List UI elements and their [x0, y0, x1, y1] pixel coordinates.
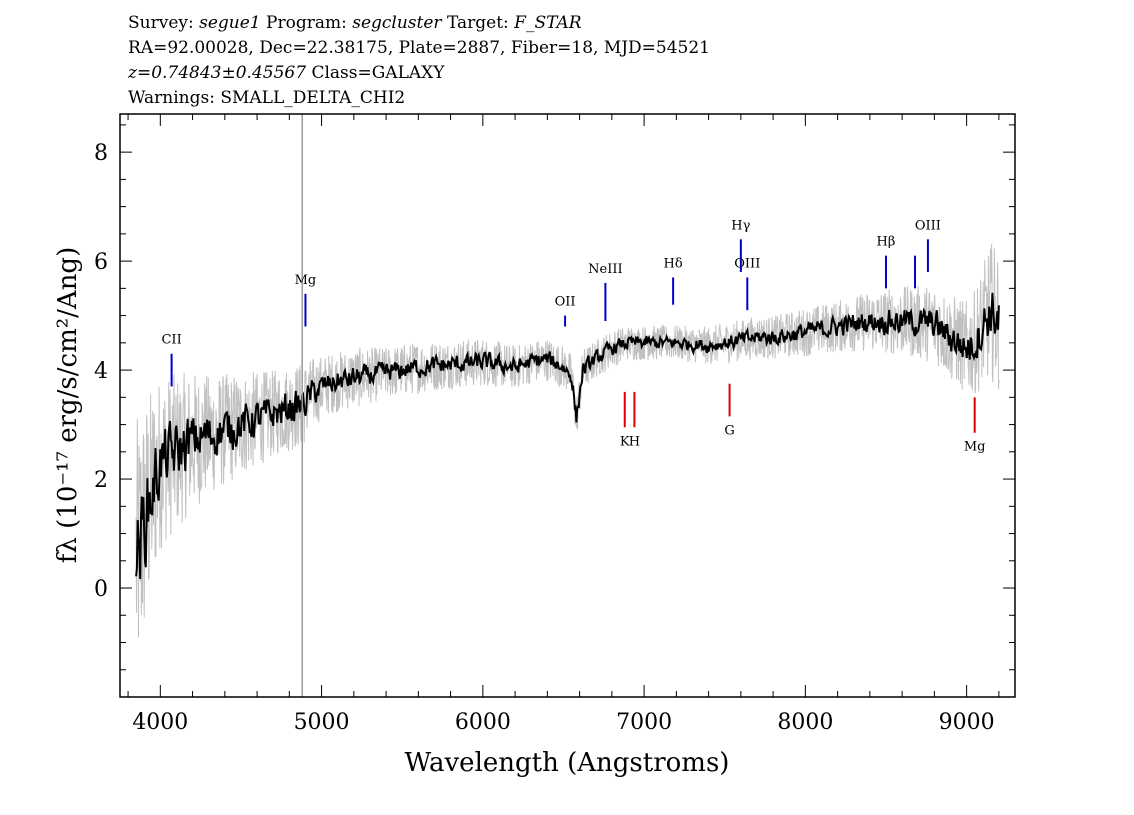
- emission-line-label: OIII: [915, 218, 941, 233]
- y-tick-label: 0: [94, 577, 108, 602]
- x-tick-label: 9000: [939, 710, 995, 735]
- redshift-value: z=0.74843±0.45567: [127, 63, 306, 83]
- absorption-line-label: G: [724, 423, 734, 438]
- plot-frame: [119, 113, 1016, 698]
- absorption-line-label: H: [629, 434, 640, 449]
- y-tick-label: 2: [94, 468, 108, 493]
- absorption-line-label: Mg: [964, 440, 986, 455]
- absorption-line-label: K: [620, 434, 630, 449]
- x-axis-label: Wavelength (Angstroms): [405, 748, 730, 778]
- emission-line-label: NeIII: [588, 262, 622, 277]
- emission-line-label: OII: [555, 295, 576, 310]
- axis-ticks: 4000 5000 6000 7000 8000 9000 0 2 4 6 8: [94, 114, 1015, 735]
- x-tick-label: 5000: [294, 710, 350, 735]
- plot-area: [135, 114, 1000, 697]
- y-tick-label: 8: [94, 141, 108, 166]
- header-line-3: z=0.74843±0.45567 Class=GALAXY: [127, 63, 445, 83]
- emission-line-label: Hγ: [731, 218, 750, 233]
- emission-line-label: Hβ: [877, 235, 896, 250]
- smoothed-spectrum-line: [135, 292, 1000, 580]
- x-tick-label: 7000: [616, 710, 672, 735]
- class-value: Class=GALAXY: [306, 63, 445, 83]
- target-value: F_STAR: [513, 13, 582, 33]
- noise-spectrum-line: [135, 243, 1000, 638]
- emission-line-label: Mg: [295, 273, 317, 288]
- x-tick-label: 8000: [777, 710, 833, 735]
- spectral-line-markers: CII Mg OII NeIII Hδ Hγ OIII Hβ OIII K H G Mg: [161, 218, 985, 454]
- emission-line-label: OIII: [734, 256, 760, 271]
- emission-line-label: Hδ: [664, 256, 683, 271]
- y-axis-label: fλ (10⁻¹⁷ erg/s/cm²/Ang): [53, 247, 83, 563]
- x-tick-label: 4000: [132, 710, 188, 735]
- y-tick-label: 6: [94, 250, 108, 275]
- y-tick-label: 4: [94, 359, 108, 384]
- program-value: segcluster: [352, 13, 442, 33]
- header-line-4: Warnings: SMALL_DELTA_CHI2: [128, 88, 405, 108]
- x-tick-label: 6000: [455, 710, 511, 735]
- header-line-1: Survey: segue1 Program: segcluster Targe…: [128, 13, 582, 33]
- survey-value: segue1: [199, 13, 261, 33]
- header-line-2: RA=92.00028, Dec=22.38175, Plate=2887, F…: [128, 38, 710, 58]
- emission-line-label: CII: [161, 333, 181, 348]
